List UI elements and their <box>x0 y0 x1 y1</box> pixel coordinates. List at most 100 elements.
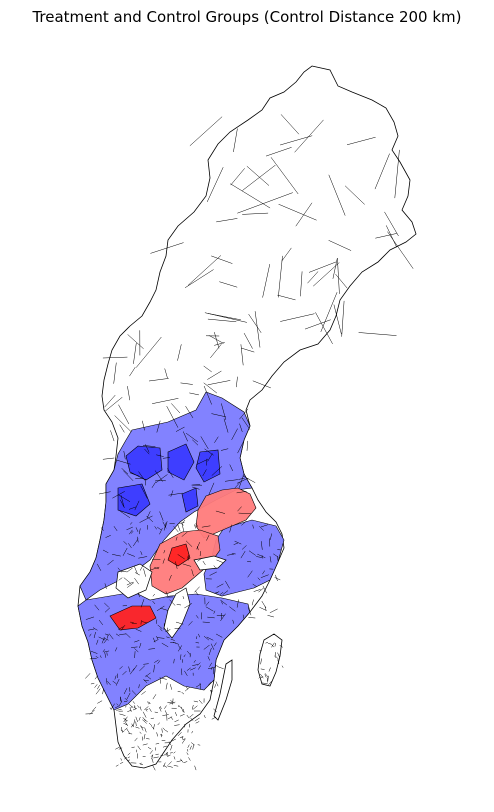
region-boundary <box>120 495 125 508</box>
region-boundary <box>95 656 99 659</box>
region-boundary <box>197 662 201 666</box>
region-boundary <box>134 648 139 653</box>
region-boundary <box>257 577 261 581</box>
chart-title: Treatment and Control Groups (Control Di… <box>32 8 462 26</box>
region-boundary <box>121 726 123 733</box>
region-boundary <box>197 744 201 746</box>
region-boundary <box>279 644 283 648</box>
region-boundary <box>270 157 299 195</box>
region-boundary <box>269 556 272 563</box>
region-boundary <box>114 705 119 709</box>
region-boundary <box>170 738 176 742</box>
region-boundary <box>107 634 109 639</box>
region-boundary <box>208 647 212 655</box>
region-boundary <box>177 554 185 560</box>
region-boundary <box>102 457 115 460</box>
region-boundary <box>164 710 167 715</box>
region-boundary <box>136 336 162 368</box>
region-boundary <box>220 448 229 451</box>
region-boundary <box>190 667 196 671</box>
region-boundary <box>154 659 159 663</box>
region-boundary <box>208 681 212 686</box>
region-boundary <box>163 623 165 630</box>
region-boundary <box>196 459 208 465</box>
region-boundary <box>163 765 168 768</box>
region-boundary <box>160 706 162 710</box>
region-boundary <box>118 404 130 425</box>
region-boundary <box>114 675 117 680</box>
region-boundary <box>211 466 223 476</box>
region-boundary <box>140 726 144 728</box>
region-boundary <box>253 589 261 592</box>
region-boundary <box>268 681 272 686</box>
region-boundary <box>113 526 118 532</box>
region-boundary <box>203 382 218 394</box>
region-boundary <box>167 716 173 720</box>
region-boundary <box>196 541 201 550</box>
region-boundary <box>183 654 186 658</box>
region-boundary <box>214 684 216 688</box>
region-boundary <box>148 722 153 727</box>
region-boundary <box>178 705 183 709</box>
region-boundary <box>236 491 247 494</box>
region-boundary <box>256 556 263 558</box>
region-boundary <box>264 605 267 611</box>
region-boundary <box>162 457 170 459</box>
region-boundary <box>132 538 139 547</box>
region-boundary <box>103 637 109 641</box>
region-boundary <box>211 716 217 720</box>
region-boundary <box>125 705 127 708</box>
region-boundary <box>115 764 119 767</box>
region-boundary <box>179 522 185 524</box>
region-boundary <box>155 743 160 745</box>
region-boundary <box>192 744 195 750</box>
region-boundary <box>105 678 108 685</box>
treatment-region-vanern <box>109 605 157 631</box>
region-boundary <box>156 454 164 457</box>
region-boundary <box>274 642 276 647</box>
region-boundary <box>142 717 146 722</box>
region-boundary <box>121 468 129 475</box>
region-boundary <box>208 482 215 496</box>
region-boundary <box>281 247 292 262</box>
region-boundary <box>162 558 165 564</box>
region-boundary <box>152 593 155 597</box>
region-boundary <box>168 492 183 496</box>
region-boundary <box>276 556 279 562</box>
region-boundary <box>165 591 169 597</box>
region-boundary <box>120 696 122 703</box>
region-boundary <box>140 551 143 555</box>
region-boundary <box>277 652 280 658</box>
region-boundary <box>163 522 167 531</box>
region-boundary <box>265 641 269 644</box>
region-boundary <box>175 536 178 541</box>
region-boundary <box>337 257 340 294</box>
region-boundary <box>160 607 169 611</box>
region-boundary <box>242 164 276 191</box>
region-boundary <box>93 631 96 639</box>
region-boundary <box>259 525 264 531</box>
region-boundary <box>127 756 130 759</box>
region-boundary <box>374 153 390 190</box>
region-boundary <box>241 521 247 526</box>
region-boundary <box>260 658 262 665</box>
region-boundary <box>123 470 134 481</box>
region-boundary <box>148 378 169 382</box>
region-boundary <box>123 450 126 460</box>
region-boundary <box>188 757 191 761</box>
region-boundary <box>191 742 195 746</box>
region-boundary <box>131 723 134 728</box>
region-boundary <box>240 550 246 559</box>
region-boundary <box>247 570 253 578</box>
region-boundary <box>118 577 123 581</box>
region-boundary <box>198 699 203 704</box>
region-boundary <box>230 168 245 186</box>
region-boundary <box>158 706 162 712</box>
region-boundary <box>195 523 199 527</box>
region-boundary <box>102 549 109 554</box>
region-boundary <box>119 761 124 764</box>
region-boundary <box>268 643 272 645</box>
region-boundary <box>138 471 145 481</box>
region-boundary <box>117 494 131 502</box>
